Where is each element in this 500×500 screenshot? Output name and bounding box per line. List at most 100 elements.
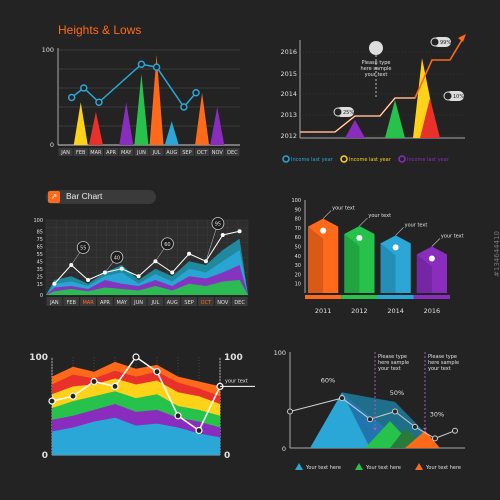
x-label-bg xyxy=(80,297,96,306)
x-tick-label: NOV xyxy=(217,300,229,306)
line-point xyxy=(153,259,158,264)
bar-text-label: your text xyxy=(332,206,355,212)
line-point xyxy=(111,382,119,391)
watermark-id: #134644410 xyxy=(493,231,500,277)
arrow-bar-dot xyxy=(392,244,399,251)
legend-label: Your text here xyxy=(425,465,461,471)
x-label-bg xyxy=(198,297,214,306)
x-tick-label: 2012 xyxy=(351,307,368,315)
y-tick-label: 2014 xyxy=(280,90,297,98)
y-tick-label: 15 xyxy=(37,282,43,288)
note-text: Please type xyxy=(428,354,457,360)
spike-bar xyxy=(88,111,103,145)
x-tick-label: SEP xyxy=(182,150,191,156)
x-label-bg xyxy=(104,148,119,156)
arrow-bar-shade xyxy=(416,254,432,293)
y-tick-label: 100 xyxy=(224,353,243,363)
x-label-bg xyxy=(97,297,113,306)
x-tick-label: OCT xyxy=(197,150,208,156)
note-text: here sample xyxy=(378,360,409,366)
arrow-bar-dot xyxy=(356,235,363,242)
x-tick-label: MAY xyxy=(121,150,132,156)
line-point xyxy=(152,63,161,71)
note-text: Please type xyxy=(362,60,391,66)
triangle-area xyxy=(405,430,440,448)
y-tick-label: 70 xyxy=(295,226,301,232)
y-tick-label: 25 xyxy=(37,274,43,280)
line-point xyxy=(432,435,438,442)
legend-label: Your text here xyxy=(365,465,401,471)
x-tick-label: APR xyxy=(106,150,116,156)
value-bubble-label: 55 xyxy=(80,246,86,252)
bar-chart-badge[interactable]: ↗ Bar Chart xyxy=(46,190,156,204)
callout-dot xyxy=(430,37,440,47)
value-bubble xyxy=(110,250,124,264)
x-label-bg xyxy=(225,148,240,156)
line-point xyxy=(48,397,56,405)
line-point xyxy=(80,84,88,92)
color-strip xyxy=(413,295,450,299)
x-tick-label: APR xyxy=(100,300,110,306)
series-line xyxy=(54,230,240,285)
line-point xyxy=(132,353,140,361)
x-tick-label: 2014 xyxy=(387,307,404,315)
note-text: here sample xyxy=(428,360,459,366)
line-point xyxy=(367,416,373,423)
x-tick-label: OCT xyxy=(201,300,212,306)
y-tick-label: 50 xyxy=(295,245,301,251)
x-label-bg xyxy=(149,148,164,156)
line-point xyxy=(220,233,225,237)
bar-text-label: your text xyxy=(441,234,464,240)
x-tick-label: MAY xyxy=(117,300,128,306)
spike-bar xyxy=(164,121,179,145)
y-tick-label: 80 xyxy=(295,217,301,223)
note-text: your text xyxy=(428,366,451,372)
x-label-bg xyxy=(179,148,194,156)
spike-bar xyxy=(210,107,225,145)
note-text: Please type xyxy=(378,354,407,360)
arrow-bar xyxy=(416,246,447,293)
heights-lows-panel: Heights & Lows 100 0 JAN FEB MAR APR MAY JUN JUL… xyxy=(30,15,245,175)
line-point xyxy=(392,408,398,415)
bar-chart-panel: ↗ Bar Chart 100 85 75 65 55 45 35 25 15 0 55 40 60 95… xyxy=(30,190,255,320)
y-tick-label: 100 xyxy=(33,218,43,224)
label-leader xyxy=(395,227,404,236)
line-point xyxy=(412,423,418,430)
bubble-leader xyxy=(205,223,219,262)
x-tick-label: AUG xyxy=(167,300,178,306)
area-layer xyxy=(52,417,220,455)
y-tick-label: 55 xyxy=(37,252,43,258)
arrow-bar xyxy=(344,226,375,293)
note-text: your text xyxy=(378,366,401,372)
arrow-bars-panel: 100 90 80 70 60 50 40 30 20 10 your text 2011 your t… xyxy=(285,185,465,320)
legend-label: Income last year xyxy=(291,157,334,163)
spike-bar xyxy=(149,54,164,145)
y-tick-label: 100 xyxy=(291,198,301,204)
y-tick-label: 0 xyxy=(40,293,43,299)
value-bubble-label: 95 xyxy=(215,222,221,228)
x-tick-label: SEP xyxy=(184,300,193,306)
x-tick-label: MAR xyxy=(90,150,102,156)
series-label: your text xyxy=(225,378,248,384)
x-label-bg xyxy=(58,148,73,156)
bar-text-label: your text xyxy=(405,222,428,228)
area-layer xyxy=(46,280,248,295)
legend-marker xyxy=(415,463,423,470)
y-tick-label: 0 xyxy=(50,141,54,149)
line-point xyxy=(170,270,175,275)
line-point xyxy=(86,278,91,282)
value-bubble xyxy=(161,237,174,251)
color-strip xyxy=(305,295,342,299)
x-label-bg xyxy=(147,297,164,306)
line-point xyxy=(67,93,76,102)
color-strip xyxy=(377,295,414,299)
spike-bar xyxy=(119,102,134,145)
arrow-bar xyxy=(308,218,339,293)
legend-label: Income last year xyxy=(349,157,392,163)
label-leader xyxy=(322,210,332,219)
y-tick-label: 35 xyxy=(37,267,43,273)
y-tick-label: 65 xyxy=(37,244,43,250)
x-label-bg xyxy=(134,148,149,156)
